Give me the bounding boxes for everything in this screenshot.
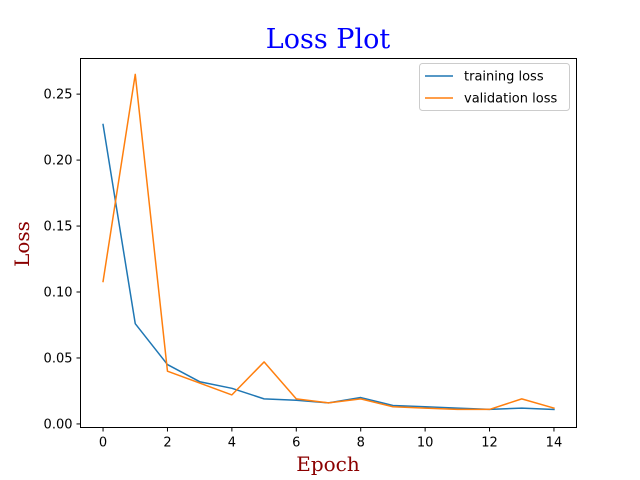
x-axis-label: Epoch	[296, 452, 360, 476]
legend-box	[419, 63, 570, 111]
y-tick-label: 0.25	[44, 88, 73, 103]
series-line-training-loss	[102, 123, 555, 411]
y-tick-label: 0.20	[44, 154, 73, 169]
y-axis-label: Loss	[10, 221, 34, 267]
y-ticks: 0.00 0.05 0.10 0.15 0.20 0.25	[44, 88, 81, 432]
axes-frame	[80, 58, 577, 428]
x-tick-label: 8	[357, 436, 365, 451]
x-tick-label: 4	[228, 436, 236, 451]
y-tick-label: 0.15	[44, 220, 73, 235]
plot-area: 0 2 4 6 8 10 12 14 0.00 0.05 0.10 0.15 0.20 0.25	[44, 58, 577, 451]
legend: training loss validation loss	[419, 63, 570, 111]
y-tick-label: 0.05	[44, 351, 73, 366]
legend-label-training-loss: training loss	[464, 70, 544, 85]
x-ticks: 0 2 4 6 8 10 12 14	[99, 427, 563, 451]
legend-label-validation-loss: validation loss	[464, 92, 557, 107]
y-tick-label: 0.00	[44, 417, 73, 432]
series-line-validation-loss	[102, 73, 555, 411]
x-tick-label: 14	[546, 436, 563, 451]
x-tick-label: 12	[481, 436, 498, 451]
y-tick-label: 0.10	[44, 286, 73, 301]
x-tick-label: 2	[163, 436, 171, 451]
x-tick-label: 10	[417, 436, 434, 451]
x-tick-label: 0	[99, 436, 107, 451]
x-tick-label: 6	[292, 436, 300, 451]
series-layer	[102, 73, 555, 411]
chart-title: Loss Plot	[266, 24, 391, 55]
